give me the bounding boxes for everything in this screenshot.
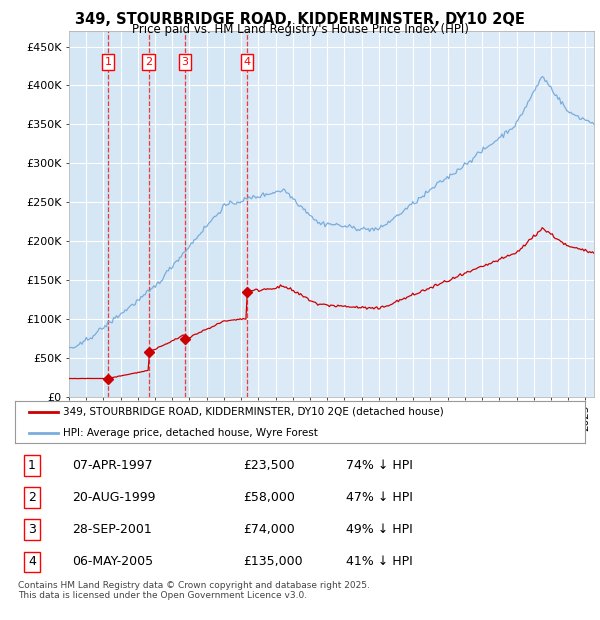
Text: 349, STOURBRIDGE ROAD, KIDDERMINSTER, DY10 2QE (detached house): 349, STOURBRIDGE ROAD, KIDDERMINSTER, DY… — [64, 407, 444, 417]
Text: HPI: Average price, detached house, Wyre Forest: HPI: Average price, detached house, Wyre… — [64, 428, 319, 438]
Text: 07-APR-1997: 07-APR-1997 — [72, 459, 152, 472]
Text: 20-AUG-1999: 20-AUG-1999 — [72, 491, 155, 504]
Text: £23,500: £23,500 — [243, 459, 295, 472]
Text: 2: 2 — [28, 491, 36, 504]
Text: 74% ↓ HPI: 74% ↓ HPI — [346, 459, 412, 472]
Text: £58,000: £58,000 — [243, 491, 295, 504]
Text: 49% ↓ HPI: 49% ↓ HPI — [346, 523, 412, 536]
Text: Price paid vs. HM Land Registry's House Price Index (HPI): Price paid vs. HM Land Registry's House … — [131, 23, 469, 36]
Text: £74,000: £74,000 — [243, 523, 295, 536]
Text: 06-MAY-2005: 06-MAY-2005 — [72, 556, 153, 569]
Text: Contains HM Land Registry data © Crown copyright and database right 2025.
This d: Contains HM Land Registry data © Crown c… — [18, 581, 370, 600]
Text: 3: 3 — [182, 57, 188, 67]
Text: 3: 3 — [28, 523, 36, 536]
Bar — [108, 31, 149, 397]
Bar — [69, 31, 108, 397]
Text: 1: 1 — [104, 57, 112, 67]
Bar — [185, 31, 247, 397]
Text: 28-SEP-2001: 28-SEP-2001 — [72, 523, 152, 536]
Text: 41% ↓ HPI: 41% ↓ HPI — [346, 556, 412, 569]
Text: 349, STOURBRIDGE ROAD, KIDDERMINSTER, DY10 2QE: 349, STOURBRIDGE ROAD, KIDDERMINSTER, DY… — [75, 12, 525, 27]
Text: 4: 4 — [244, 57, 251, 67]
Text: 2: 2 — [145, 57, 152, 67]
Text: £135,000: £135,000 — [243, 556, 302, 569]
Text: 1: 1 — [28, 459, 36, 472]
Text: 47% ↓ HPI: 47% ↓ HPI — [346, 491, 412, 504]
Text: 4: 4 — [28, 556, 36, 569]
Bar — [149, 31, 185, 397]
